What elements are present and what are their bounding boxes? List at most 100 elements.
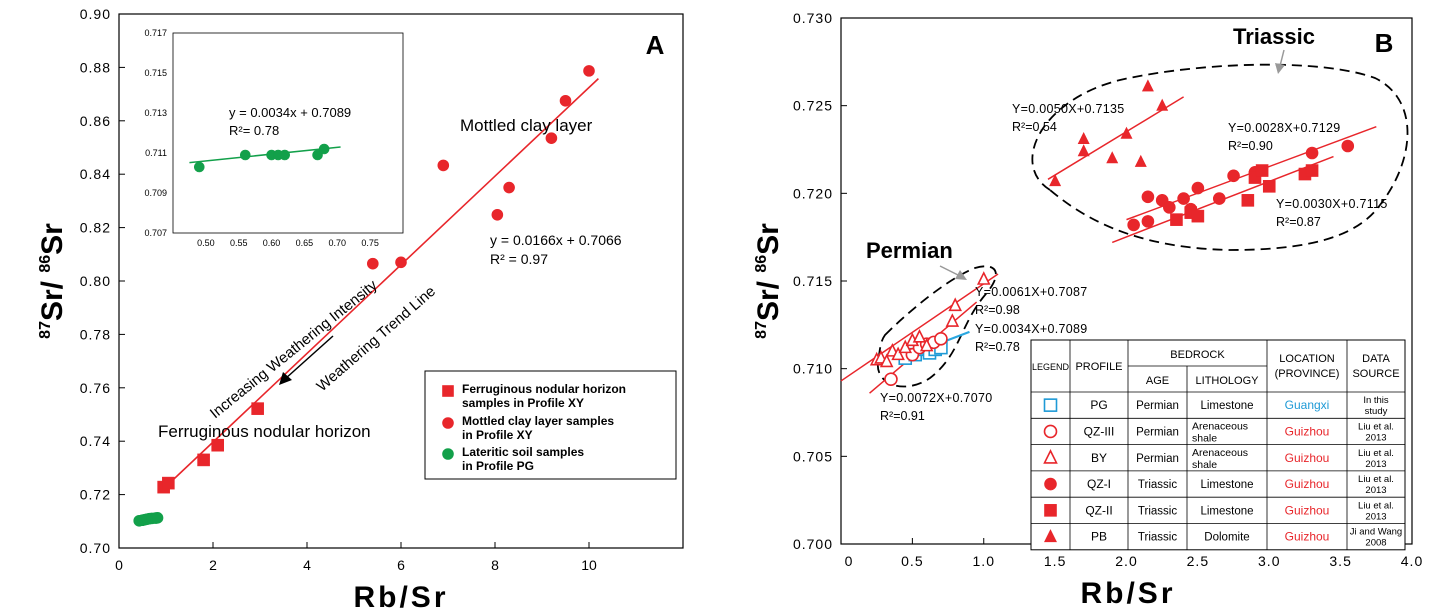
- inset-r2: R²= 0.78: [229, 123, 279, 138]
- data-point: [1262, 180, 1276, 193]
- table-header-source: SOURCE: [1352, 368, 1399, 380]
- x-tick-label: 1.5: [1044, 553, 1066, 569]
- fit-r2-label: R²=0.87: [1276, 215, 1321, 229]
- y-tick-label: 0.80: [80, 273, 111, 289]
- permian-arrow: [939, 265, 961, 277]
- inset-x-tick-label: 0.70: [329, 238, 347, 248]
- table-profile-cell: BY: [1091, 451, 1107, 465]
- inset-y-tick-label: 0.711: [145, 148, 167, 158]
- table-age-cell: Permian: [1136, 400, 1179, 412]
- data-point: [1156, 98, 1169, 111]
- y-axis-label: 87Sr/ 86Sr: [36, 223, 69, 339]
- table-profile-cell: PG: [1090, 398, 1107, 412]
- inset-y-tick-label: 0.717: [144, 28, 167, 38]
- inset-data-point: [312, 149, 323, 161]
- data-point: [197, 453, 210, 467]
- y-tick-label: 0.710: [793, 361, 833, 377]
- table-source-cell: 2013: [1365, 485, 1386, 496]
- inset-data-point: [279, 149, 291, 161]
- table-source-cell: Liu et al.: [1358, 421, 1394, 432]
- data-point: [934, 332, 948, 346]
- table-source-cell: study: [1365, 406, 1388, 417]
- table-lithology-cell: shale: [1192, 432, 1217, 444]
- table-lithology-cell: shale: [1192, 459, 1217, 471]
- table-profile-cell: PB: [1091, 530, 1107, 544]
- trend-line-label: Weathering Trend Line: [313, 283, 438, 395]
- y-axis-label: 87Sr/ 86Sr: [752, 223, 785, 339]
- table-profile-cell: QZ-I: [1087, 477, 1111, 491]
- y-label-text: Sr: [36, 223, 69, 255]
- inset-data-point: [239, 149, 251, 161]
- data-point: [491, 208, 504, 221]
- panel-label-a: A: [646, 30, 665, 60]
- data-point: [583, 65, 595, 77]
- x-axis-label: Rb/Sr: [353, 581, 448, 611]
- table-header-age: AGE: [1146, 375, 1169, 387]
- y-tick-label: 0.84: [80, 166, 111, 182]
- data-point: [1212, 192, 1226, 205]
- table-age-cell: Permian: [1136, 453, 1179, 465]
- x-tick-label: 8: [491, 557, 499, 573]
- y-label-sup: 87: [37, 321, 54, 339]
- table-lithology-cell: Arenaceous: [1192, 447, 1248, 459]
- data-point: [1177, 192, 1190, 205]
- data-point: [1106, 151, 1119, 164]
- table-profile-cell: QZ-II: [1085, 503, 1112, 517]
- data-point: [1077, 144, 1090, 157]
- table-legend-marker: [1044, 529, 1057, 543]
- equation-label: y = 0.0166x + 0.7066: [490, 232, 622, 248]
- triassic-arrow: [1279, 49, 1285, 67]
- fit-r2-label: R²=0.91: [880, 409, 925, 423]
- y-tick-label: 0.725: [793, 98, 833, 114]
- data-point: [1170, 213, 1183, 226]
- legend-entry-line: samples in Profile XY: [462, 396, 584, 410]
- data-point: [1255, 164, 1269, 177]
- inset-x-tick-label: 0.55: [230, 238, 248, 248]
- table-source-cell: Liu et al.: [1358, 448, 1394, 459]
- r2-label: R² = 0.97: [490, 251, 548, 267]
- table-lithology-cell: Limestone: [1200, 479, 1253, 491]
- table-source-cell: 2013: [1365, 459, 1386, 470]
- y-tick-label: 0.78: [80, 326, 111, 342]
- y-label-sup: 86: [37, 255, 54, 273]
- x-tick-label: 0.5: [901, 553, 923, 569]
- panel-label-b: B: [1375, 28, 1394, 58]
- table-header-bedrock: BEDROCK: [1170, 349, 1225, 361]
- table-location-cell: Guizhou: [1285, 424, 1330, 438]
- weathering-arrow-shaft: [284, 335, 334, 380]
- inset-frame: [172, 32, 404, 234]
- table-source-cell: 2008: [1365, 538, 1386, 549]
- table-legend-marker: [1043, 424, 1058, 439]
- data-point: [503, 181, 515, 194]
- mottled-clay-label: Mottled clay layer: [460, 116, 593, 135]
- y-tick-label: 0.88: [80, 59, 111, 75]
- data-point: [251, 402, 264, 415]
- legend-entry-line: in Profile PG: [462, 459, 534, 473]
- fit-r2-label: R²=0.90: [1228, 139, 1273, 153]
- triassic-label: Triassic: [1233, 24, 1315, 49]
- inset-data-point: [193, 161, 205, 173]
- data-point: [976, 271, 991, 285]
- fit-equation-label: Y=0.0028X+0.7129: [1228, 121, 1341, 135]
- data-point: [945, 313, 960, 327]
- table-location-cell: Guizhou: [1285, 503, 1330, 517]
- legend-entry-label: Lateritic soil samples in Profile PG: [462, 445, 584, 473]
- table-lithology-cell: Dolomite: [1204, 532, 1249, 544]
- data-point: [162, 476, 175, 490]
- inset-equation: y = 0.0034x + 0.7089: [229, 105, 351, 120]
- y-label-text: Sr: [752, 223, 785, 255]
- x-tick-label: 3.0: [1258, 553, 1280, 569]
- fit-equation-label: Y=0.0061X+0.7087: [975, 285, 1088, 299]
- data-point: [1191, 181, 1205, 195]
- fit-equation-label: Y=0.0050X+0.7135: [1012, 102, 1125, 116]
- data-point: [437, 159, 450, 172]
- data-point: [1241, 194, 1255, 207]
- data-point: [919, 337, 934, 352]
- legend-marker: [442, 417, 454, 429]
- inset-y-tick-label: 0.713: [144, 108, 167, 118]
- data-point: [891, 346, 905, 361]
- table-lithology-cell: Limestone: [1200, 400, 1253, 412]
- x-tick-label: 4.0: [1401, 553, 1423, 569]
- x-tick-label: 0: [115, 557, 123, 573]
